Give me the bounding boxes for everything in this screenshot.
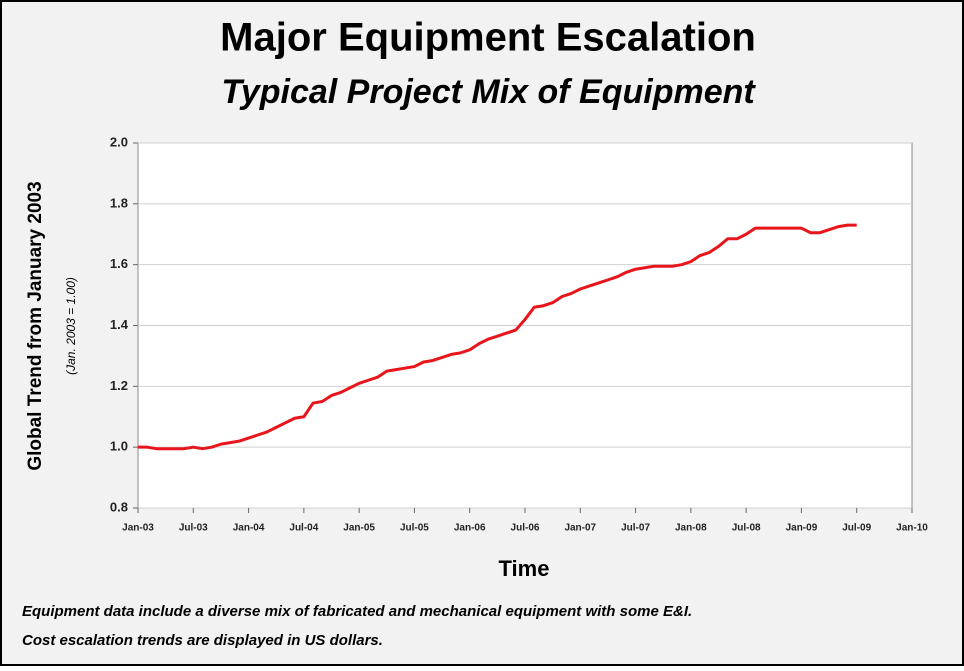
y-tick-label: 1.6 bbox=[110, 256, 128, 271]
x-tick-label: Jan-06 bbox=[454, 523, 486, 534]
x-tick-label: Jan-08 bbox=[675, 523, 707, 534]
y-tick-label: 0.8 bbox=[110, 499, 128, 514]
y-tick-label: 2.0 bbox=[110, 134, 128, 149]
x-tick-label: Jul-07 bbox=[621, 523, 650, 534]
x-tick-label: Jan-05 bbox=[343, 523, 375, 534]
y-tick-label: 1.0 bbox=[110, 439, 128, 454]
x-tick-label: Jan-03 bbox=[122, 523, 154, 534]
data-line bbox=[138, 223, 857, 451]
x-tick-label: Jul-06 bbox=[511, 523, 540, 534]
note: Cost escalation trends are displayed in … bbox=[22, 632, 383, 649]
x-tick-label: Jan-07 bbox=[564, 523, 596, 534]
y-axis-sublabel: (Jan. 2003 = 1.00) bbox=[64, 277, 78, 375]
x-tick-label: Jan-10 bbox=[896, 523, 928, 534]
x-tick-label: Jul-09 bbox=[842, 523, 871, 534]
note: Equipment data include a diverse mix of … bbox=[22, 603, 692, 620]
y-axis-label: Global Trend from January 2003 bbox=[25, 181, 46, 470]
y-tick-label: 1.8 bbox=[110, 195, 128, 210]
x-tick-label: Jul-03 bbox=[179, 523, 208, 534]
y-tick-label: 1.4 bbox=[110, 317, 129, 332]
x-axis-label: Time bbox=[499, 556, 550, 581]
x-tick-label: Jul-05 bbox=[400, 523, 429, 534]
x-tick-label: Jul-08 bbox=[732, 523, 761, 534]
x-tick-label: Jan-04 bbox=[233, 523, 265, 534]
x-tick-label: Jul-04 bbox=[289, 523, 318, 534]
chart-title: Major Equipment Escalation bbox=[220, 16, 756, 60]
chart-subtitle: Typical Project Mix of Equipment bbox=[221, 73, 756, 111]
y-tick-label: 1.2 bbox=[110, 378, 128, 393]
x-tick-label: Jan-09 bbox=[786, 523, 818, 534]
